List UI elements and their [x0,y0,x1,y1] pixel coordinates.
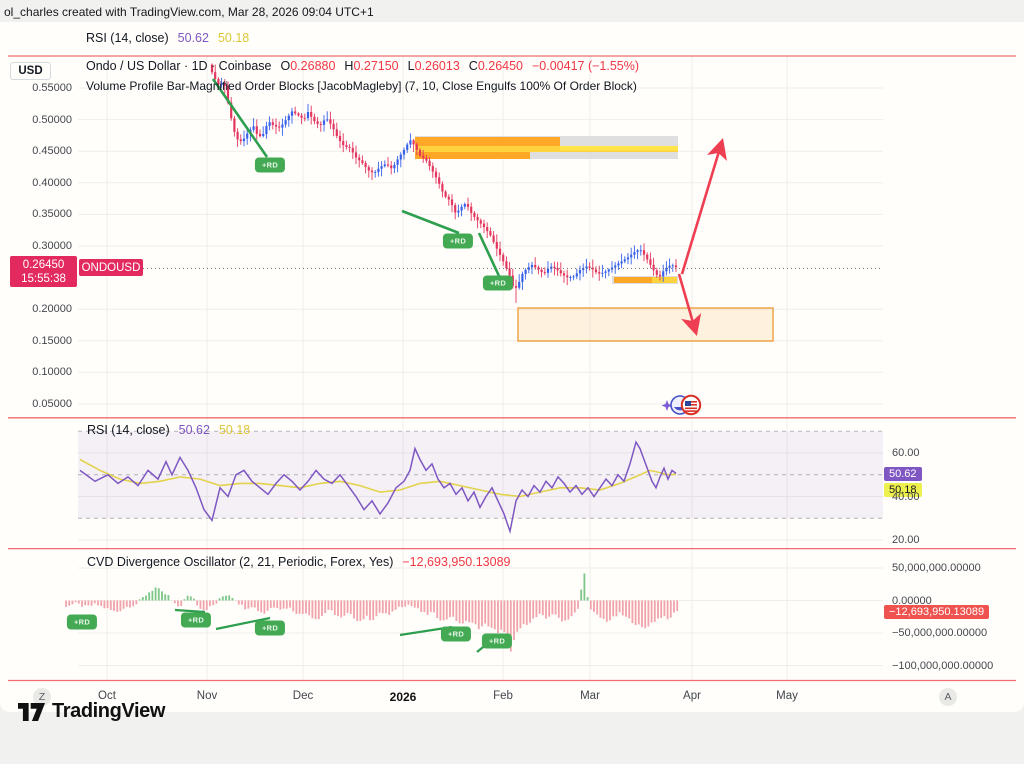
time-tick: Dec [292,690,314,702]
top-rsi-title: RSI (14, close) [86,31,169,45]
time-tick: May [776,690,798,702]
divergence-line [477,232,501,277]
change-value: −0.00417 (−1.55%) [532,59,640,73]
time-tick: Nov [196,690,218,702]
rd-signal-badge: +RD [481,633,513,649]
time-tick: Mar [580,690,600,702]
cvd-value: −12,693,950.13089 [402,555,511,569]
price-tick: 0.05000 [32,398,72,410]
time-tick: 2026 [389,690,417,704]
target-zone-box [517,307,774,342]
rsi-legend[interactable]: RSI (14, close) 50.62 50.18 [87,423,250,437]
rsi-ma-value-badge: 50.18 [884,483,922,497]
indicator-title: Volume Profile Bar-Magnified Order Block… [86,79,637,93]
symbol-title: Ondo / US Dollar · 1D · Coinbase [86,59,272,73]
time-tick: Oct [98,690,116,702]
cvd-legend[interactable]: CVD Divergence Oscillator (2, 21, Period… [87,555,510,569]
symbol-price-label: ONDOUSD [79,259,143,276]
divergence-line [215,616,271,631]
divergence-line [211,78,269,158]
price-tick: 0.55000 [32,82,72,94]
chart-canvas[interactable] [0,22,1024,712]
price-tick: 0.50000 [32,113,72,126]
footer-brand[interactable]: TradingView [18,700,165,723]
rd-signal-badge: +RD [254,620,286,636]
brand-wordmark: TradingView [52,700,166,722]
price-tick: 0.40000 [32,176,72,189]
rd-signal-badge: +RD [442,233,474,249]
cvd-histogram [65,573,679,652]
rd-signal-badge: +RD [254,157,286,173]
rsi-tick: 40.00 [892,490,920,503]
arrow-down [677,273,702,336]
cvd-title: CVD Divergence Oscillator (2, 21, Period… [87,555,394,569]
rd-signal-badge: +RD [66,614,98,630]
timezone-button[interactable]: Z [33,688,51,706]
last-price-tag: 0.26450 15:55:38 [10,256,77,287]
usd-flag-icon [680,394,702,416]
top-rsi-value: 50.62 [177,31,209,45]
rsi-tick: 60.00 [892,447,920,459]
candles [210,63,678,303]
divergence-line [174,608,206,614]
cvd-tick: 50,000,000.00000 [892,562,981,574]
cvd-tick: 0.00000 [892,594,932,607]
rsi-value-badge: 50.62 [884,467,922,481]
tradingview-logo-icon [18,702,45,721]
time-tick: Feb [493,690,513,702]
price-tick: 0.15000 [32,334,72,347]
symbol-logo [658,393,704,417]
rsi-value: 50.62 [178,423,210,437]
top-rsi-legend[interactable]: RSI (14, close) 50.62 50.18 [86,31,249,45]
cvd-tick: −100,000,000.00000 [892,659,994,672]
order-blocks [415,136,678,284]
ohlc-low: L0.26013 [407,59,460,73]
time-tick: Apr [683,690,701,702]
top-rsi-ma-value: 50.18 [217,31,250,45]
arrow-up [680,138,727,275]
price-tick: 0.45000 [32,145,72,158]
rsi-ma-value: 50.18 [218,423,251,437]
rsi-title: RSI (14, close) [87,423,170,437]
cvd-tick: −50,000,000.00000 [892,627,988,639]
chart-card: RSI (14, close) 50.62 50.18 Ondo / US Do… [0,22,1024,712]
price-tick: 0.10000 [32,366,72,379]
divergence-line [401,209,460,235]
rd-signal-badge: +RD [180,612,212,628]
price-tick: 0.30000 [32,240,72,252]
price-tick: 0.35000 [32,208,72,221]
ohlc-close: C0.26450 [468,59,523,73]
ohlc-high: H0.27150 [344,59,399,73]
sparkle-icon [661,400,673,411]
last-price: 0.26450 [22,258,65,271]
bar-countdown: 15:55:38 [21,272,66,285]
rsi-plot [79,440,677,535]
gridlines [78,56,883,681]
axis-settings-button[interactable]: A [939,688,957,706]
attribution-text: ol_charles created with TradingView.com,… [4,5,374,19]
symbol-legend[interactable]: Ondo / US Dollar · 1D · Coinbase O0.2688… [86,59,639,73]
cvd-value-badge: −12,693,950.13089 [884,605,990,619]
rsi-tick: 20.00 [892,534,920,546]
ohlc-open: O0.26880 [280,59,336,73]
rd-signal-badge: +RD [440,626,472,642]
currency-axis-button[interactable]: USD [10,62,51,80]
price-tick: 0.20000 [32,303,72,316]
rd-signal-badge: +RD [482,275,514,291]
indicator-legend[interactable]: Volume Profile Bar-Magnified Order Block… [86,79,637,93]
